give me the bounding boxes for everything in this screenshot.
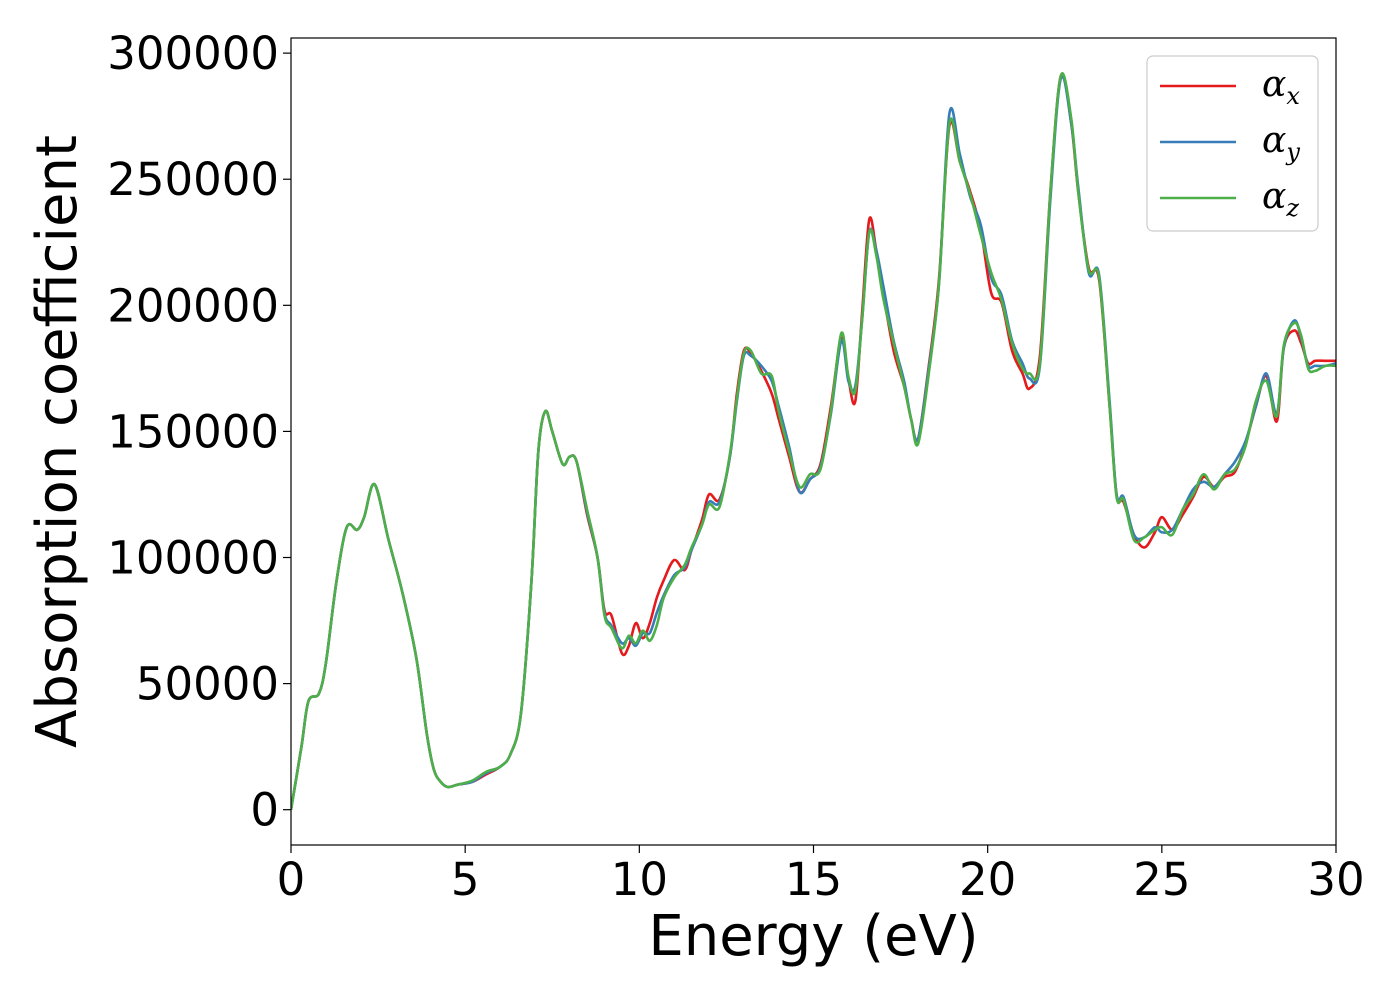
y-tick-label: 200000	[107, 279, 279, 332]
x-tick-label: 0	[277, 853, 306, 906]
x-axis-title: Energy (eV)	[648, 904, 978, 969]
series-layer	[291, 72, 1336, 810]
y-axis-ticks: 0 50000 100000 150000 200000 250000 300000	[107, 27, 291, 837]
y-axis-title: Absorption coefficient	[25, 135, 90, 748]
x-tick-label: 25	[1133, 853, 1190, 906]
y-tick-label: 50000	[136, 658, 279, 711]
y-tick-label: 250000	[107, 153, 279, 206]
y-tick-label: 300000	[107, 27, 279, 80]
x-tick-label: 10	[611, 853, 668, 906]
x-axis-ticks: 0 5 10 15 20 25 30	[277, 845, 1365, 906]
x-tick-label: 5	[451, 853, 480, 906]
y-tick-label: 150000	[107, 405, 279, 458]
y-tick-label: 100000	[107, 532, 279, 585]
y-tick-label: 0	[250, 784, 279, 837]
series-line-z	[291, 72, 1336, 810]
legend-box	[1146, 55, 1319, 232]
legend-label-z: αz	[1262, 176, 1299, 222]
x-tick-label: 20	[959, 853, 1016, 906]
x-tick-label: 30	[1307, 853, 1364, 906]
x-tick-label: 15	[785, 853, 842, 906]
